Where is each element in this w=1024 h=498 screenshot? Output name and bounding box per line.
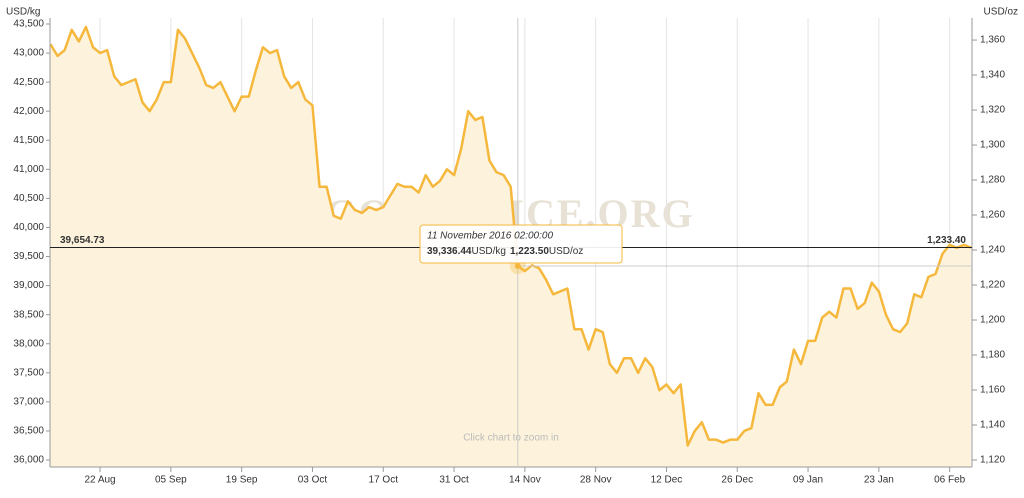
tooltip-kg-unit: USD/kg [472,246,506,257]
y2-tick-label: 1,320 [980,105,1005,116]
y-tick-label: 42,500 [13,77,44,88]
x-tick-label: 14 Nov [509,475,541,486]
y-tick-label: 39,000 [13,280,44,291]
tooltip-oz-unit: USD/oz [549,246,583,257]
zoom-hint: Click chart to zoom in [463,433,559,444]
x-tick-label: 05 Sep [155,475,187,486]
y-tick-label: 42,000 [13,106,44,117]
tooltip-box [419,224,623,264]
y-tick-label: 36,500 [13,426,44,437]
x-tick-label: 31 Oct [439,475,469,486]
y2-tick-label: 1,240 [980,245,1005,256]
y2-tick-label: 1,200 [980,315,1005,326]
x-tick-label: 22 Aug [84,475,115,486]
y-tick-label: 41,500 [13,135,44,146]
y2-tick-label: 1,280 [980,175,1005,186]
y2-tick-label: 1,360 [980,35,1005,46]
y-tick-label: 43,500 [13,19,44,30]
tooltip-kg: 39,336.44 [427,246,472,257]
x-tick-label: 03 Oct [298,475,328,486]
y-tick-label: 40,000 [13,222,44,233]
y-tick-label: 40,500 [13,193,44,204]
y2-tick-label: 1,160 [980,385,1005,396]
y2-tick-label: 1,220 [980,280,1005,291]
line [49,25,972,447]
x-tick-label: 19 Sep [226,475,258,486]
y2-tick-label: 1,120 [980,455,1005,466]
y-tick-label: 41,000 [13,164,44,175]
y-tick-label: 36,000 [13,455,44,466]
y-tick-label: 37,000 [13,397,44,408]
y2-tick-label: 1,180 [980,350,1005,361]
current-label-oz: 1,233.40 [927,235,966,246]
x-tick-label: 12 Dec [651,475,683,486]
hover-point [514,263,521,270]
y-axis-title: USD/kg [6,7,40,18]
tooltip-values: 39,336.44USD/kg 1,223.50USD/oz [427,246,583,257]
tooltip-oz: 1,223.50 [510,246,549,257]
y-tick-label: 38,000 [13,338,44,349]
x-tick-label: 09 Jan [793,475,823,486]
y2-axis-title: USD/oz [984,7,1018,18]
y-tick-label: 39,500 [13,251,44,262]
tooltip: 11 November 2016 02:00:00 39,336.44USD/kg… [419,224,623,264]
x-tick-label: 23 Jan [864,475,894,486]
tooltip-date: 11 November 2016 02:00:00 [427,231,553,242]
current-label: 39,654.73 [60,235,105,246]
x-tick-label: 26 Dec [721,475,753,486]
y-tick-label: 37,500 [13,367,44,378]
x-tick-label: 06 Feb [934,475,966,486]
y2-tick-label: 1,300 [980,140,1005,151]
x-tick-label: 17 Oct [369,475,399,486]
y2-tick-label: 1,340 [980,70,1005,81]
y2-tick-label: 1,140 [980,420,1005,431]
y-tick-label: 43,000 [13,48,44,59]
y2-tick-label: 1,260 [980,210,1005,221]
x-tick-label: 28 Nov [580,475,612,486]
y-tick-label: 38,500 [13,309,44,320]
